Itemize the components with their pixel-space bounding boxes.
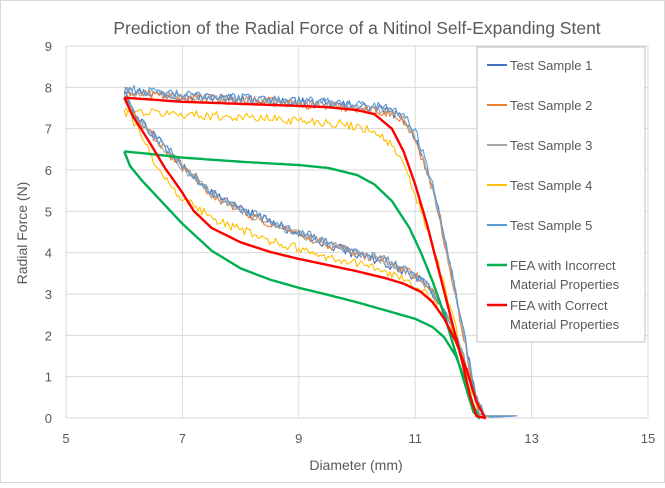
legend-label: Test Sample 5	[510, 218, 592, 233]
y-tick-label: 3	[45, 287, 52, 302]
legend-label: Test Sample 3	[510, 138, 592, 153]
legend-label: Test Sample 4	[510, 178, 592, 193]
y-tick-label: 4	[45, 246, 52, 261]
x-tick-label: 11	[408, 431, 422, 446]
legend-label: Test Sample 2	[510, 98, 592, 113]
x-tick-label: 9	[295, 431, 302, 446]
legend-label: Test Sample 1	[510, 58, 592, 73]
y-tick-label: 2	[45, 328, 52, 343]
legend-box	[476, 46, 646, 343]
series-line-6	[123, 150, 481, 420]
y-axis-title: Radial Force (N)	[14, 182, 30, 285]
x-axis-title: Diameter (mm)	[309, 457, 402, 473]
legend-label: FEA with Correct Material Properties	[510, 298, 620, 332]
x-tick-label: 5	[62, 431, 69, 446]
axes: 0 1 2 3 4 5 6 7 8 9 5 7 9 11 13 15	[45, 39, 655, 446]
y-tick-label: 7	[45, 122, 52, 137]
chart-title: Prediction of the Radial Force of a Niti…	[113, 18, 600, 38]
y-tick-label: 1	[45, 370, 52, 385]
x-tick-label: 7	[179, 431, 186, 446]
y-tick-label: 8	[45, 80, 52, 95]
x-tick-label: 13	[524, 431, 538, 446]
y-tick-label: 0	[45, 411, 52, 426]
legend: Test Sample 1 Test Sample 2 Test Sample 3 T…	[476, 46, 646, 343]
series-line-5	[123, 84, 518, 418]
y-tick-label: 6	[45, 163, 52, 178]
x-tick-label: 15	[641, 431, 655, 446]
series-line-7	[123, 96, 487, 420]
series-lines	[123, 84, 518, 420]
y-tick-label: 9	[45, 39, 52, 54]
y-tick-label: 5	[45, 204, 52, 219]
legend-label: FEA with Incorrect Material Properties	[510, 258, 620, 292]
